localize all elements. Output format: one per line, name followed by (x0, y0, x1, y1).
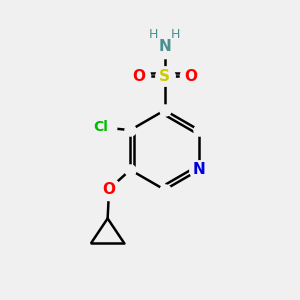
Text: N: N (158, 39, 171, 54)
Text: N: N (193, 162, 206, 177)
Text: S: S (159, 69, 170, 84)
Text: O: O (132, 69, 145, 84)
Text: H: H (149, 28, 158, 41)
Text: O: O (184, 69, 197, 84)
Text: Cl: Cl (93, 120, 108, 134)
Text: O: O (103, 182, 116, 196)
Text: H: H (171, 28, 181, 41)
